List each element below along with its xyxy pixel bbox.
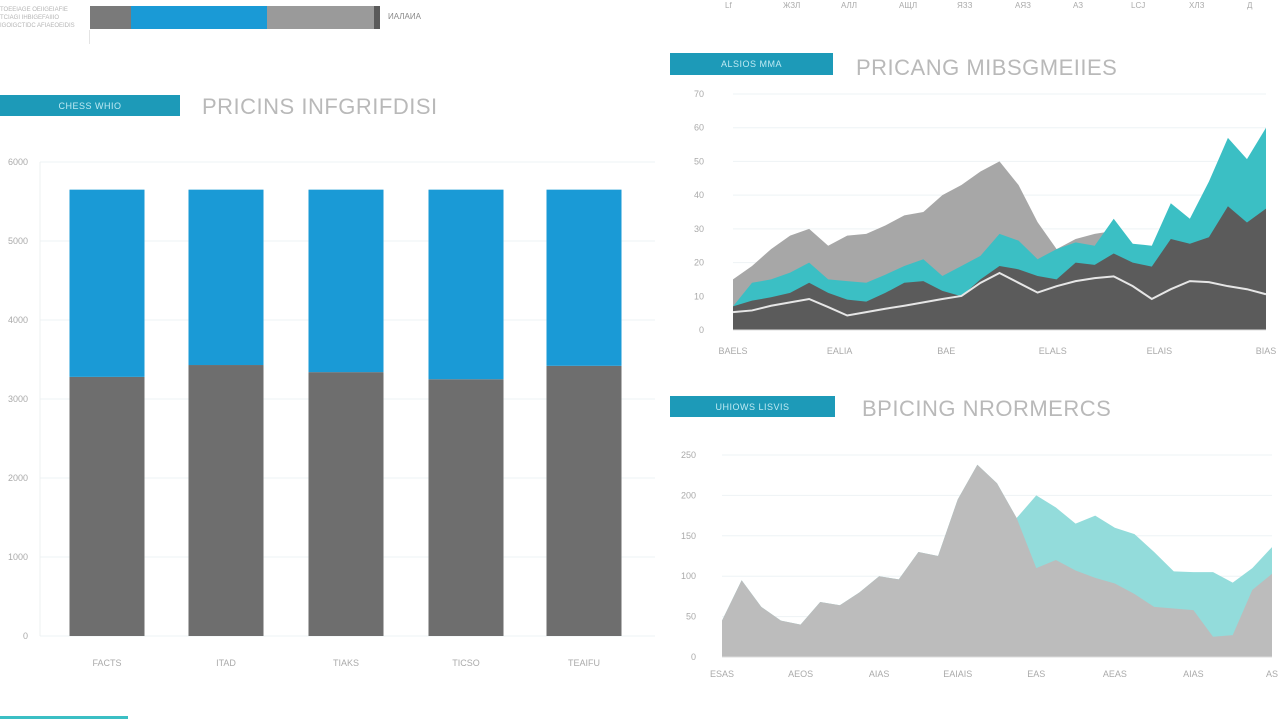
bar-chart: 0 1000 2000 3000 4000 5000 6000 FACTS ITAD TIAKS T… — [8, 157, 655, 668]
chart1-tag: CHESS WHIO — [0, 95, 180, 116]
x-tick-label: TEAIFU — [568, 658, 600, 668]
x-tick-label: EAIAIS — [943, 669, 972, 679]
legend-bar-label: ИАЛАИА — [388, 12, 421, 21]
chart2-title: PRICANG MIBSGMEIIES — [856, 55, 1118, 80]
x-tick-label: BAELS — [718, 346, 747, 356]
top-axis-labels: Lf ЖЗЛ АЛЛ АЩЛ ЯЗЗ АЯЗ АЗ LCJ ХЛЗ Д — [725, 1, 1280, 13]
y-tick-label: 1000 — [8, 552, 28, 562]
x-tick-label: ITAD — [216, 658, 236, 668]
intro-line: TOEEIAGE OEIIGEIAFIE — [0, 7, 68, 13]
bar-segment — [546, 365, 622, 636]
y-tick-label: 10 — [694, 291, 704, 301]
top-axis-label: АЛЛ — [841, 1, 858, 10]
top-axis-label: АЩЛ — [899, 1, 918, 10]
bar-segment — [428, 379, 504, 636]
bar-segment — [69, 376, 145, 636]
legend-bar — [90, 6, 380, 29]
x-tick-label: ELALS — [1039, 346, 1067, 356]
y-tick-label: 40 — [694, 190, 704, 200]
bar-segment — [69, 189, 145, 377]
y-tick-label: 4000 — [8, 315, 28, 325]
top-axis-label: АЗ — [1073, 1, 1084, 10]
legend-segment — [374, 6, 380, 29]
y-tick-label: 250 — [681, 450, 696, 460]
legend-segment — [130, 6, 267, 29]
x-tick-label: BAE — [937, 346, 955, 356]
chart3-tag: UHIOWS LISVIS — [670, 396, 835, 417]
y-tick-label: 0 — [23, 631, 28, 641]
x-tick-label: TIAKS — [333, 658, 359, 668]
y-tick-label: 150 — [681, 531, 696, 541]
y-tick-label: 200 — [681, 490, 696, 500]
x-tick-label: AEAS — [1103, 669, 1127, 679]
x-tick-label: BIAS — [1256, 346, 1277, 356]
bar-segment — [188, 365, 264, 636]
bar-segment — [428, 189, 504, 380]
y-tick-label: 30 — [694, 224, 704, 234]
intro-text: TOEEIAGE OEIIGEIAFIE TCIAGI IHBIGEFAIIIO… — [0, 6, 80, 30]
y-tick-label: 50 — [686, 612, 696, 622]
y-tick-label: 0 — [691, 652, 696, 662]
top-axis-label: LCJ — [1131, 1, 1146, 10]
series-area — [733, 206, 1266, 330]
top-axis-label: Lf — [725, 1, 732, 10]
bar-segment — [308, 372, 384, 636]
bar-segment — [188, 189, 264, 366]
divider — [89, 30, 90, 44]
y-tick-label: 5000 — [8, 236, 28, 246]
legend-segment — [266, 6, 375, 29]
x-tick-label: AEOS — [788, 669, 813, 679]
area-chart-top: 0 10 20 30 40 50 60 70 BAELS EALIA BAE ELALS ELAIS BI… — [694, 89, 1277, 356]
y-tick-label: 60 — [694, 123, 704, 133]
footer-accent-line — [0, 716, 128, 719]
x-tick-label: EALIA — [827, 346, 853, 356]
intro-line: TCIAGI IHBIGEFAIIIO — [0, 15, 60, 21]
x-tick-label: AS — [1266, 669, 1278, 679]
legend-segment — [90, 6, 131, 29]
series-line — [732, 271, 1267, 317]
y-tick-label: 2000 — [8, 473, 28, 483]
y-tick-label: 50 — [694, 156, 704, 166]
y-tick-label: 6000 — [8, 157, 28, 167]
y-tick-label: 100 — [681, 571, 696, 581]
top-axis-label: Д — [1247, 1, 1253, 10]
y-tick-label: 20 — [694, 258, 704, 268]
x-tick-label: EAS — [1027, 669, 1045, 679]
chart3-title: BPICING NRORMERCS — [862, 396, 1112, 421]
y-tick-label: 3000 — [8, 394, 28, 404]
series-area — [722, 464, 1272, 657]
top-axis-label: ЯЗЗ — [957, 1, 973, 10]
x-tick-label: TICSO — [452, 658, 480, 668]
bar-segment — [308, 189, 384, 373]
x-tick-label: AIAS — [869, 669, 890, 679]
y-tick-label: 70 — [694, 89, 704, 99]
chart2-tag: ALSIOS MMA — [670, 53, 833, 75]
y-tick-label: 0 — [699, 325, 704, 335]
bar-segment — [546, 189, 622, 366]
x-tick-label: AIAS — [1183, 669, 1204, 679]
x-tick-label: ELAIS — [1147, 346, 1173, 356]
chart1-title: PRICINS INFGRIFDISI — [202, 94, 438, 119]
top-axis-label: ЖЗЛ — [783, 1, 801, 10]
x-tick-label: FACTS — [92, 658, 121, 668]
area-chart-bottom: 0 50 100 150 200 250 ESAS AEOS AIAS EAIAIS EAS AEAS… — [681, 450, 1278, 679]
top-axis-label: ХЛЗ — [1189, 1, 1205, 10]
intro-line: IGOIGCTIDC AFIAEOEIDIS — [0, 23, 75, 29]
top-axis-label: АЯЗ — [1015, 1, 1031, 10]
x-tick-label: ESAS — [710, 669, 734, 679]
